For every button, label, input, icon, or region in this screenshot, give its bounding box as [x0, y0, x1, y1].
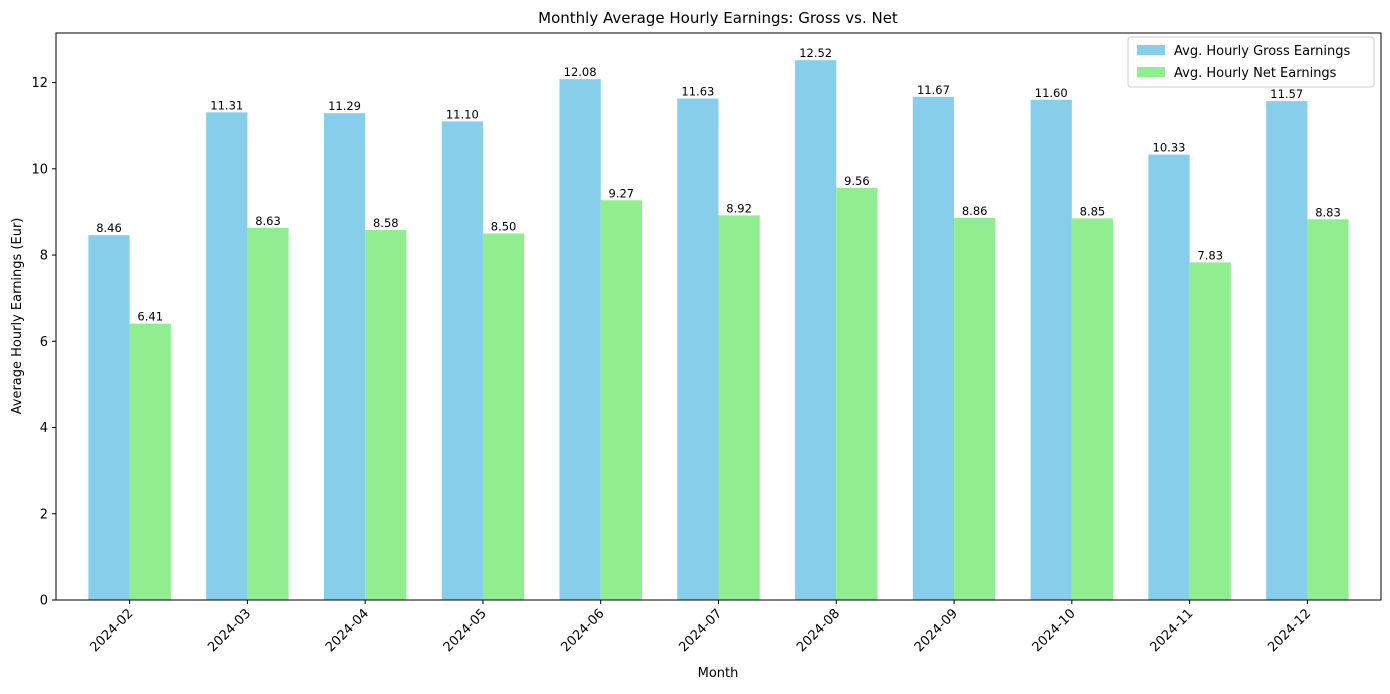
gross-bar [677, 98, 719, 600]
gross-bar [1266, 101, 1308, 600]
legend-box [1127, 36, 1375, 88]
net-bar [1307, 219, 1349, 600]
gross-bar [559, 79, 601, 600]
x-tick-label: 2024-05 [441, 606, 490, 655]
net-bar-value-label: 8.63 [255, 214, 281, 228]
x-tick-label: 2024-08 [794, 606, 843, 655]
net-bar [1189, 262, 1231, 600]
net-bar [365, 230, 407, 601]
x-tick-label: 2024-12 [1265, 606, 1314, 655]
x-tick-label: 2024-02 [87, 606, 136, 655]
x-tick-label: 2024-04 [323, 606, 372, 655]
gross-bar-value-label: 8.46 [96, 221, 122, 235]
x-tick-label: 2024-10 [1030, 606, 1079, 655]
gross-bar-value-label: 11.60 [1035, 86, 1068, 100]
gross-bar-value-label: 10.33 [1153, 141, 1186, 155]
gross-bar-value-label: 11.10 [446, 107, 479, 121]
net-bar-value-label: 8.83 [1315, 205, 1341, 219]
gross-bar [912, 96, 955, 600]
y-tick-label: 2 [40, 507, 48, 522]
legend: Avg. Hourly Gross Earnings Avg. Hourly Ne… [1127, 36, 1375, 88]
y-tick-label: 8 [40, 249, 48, 264]
net-bar-value-label: 8.86 [962, 204, 988, 218]
net-bar-value-label: 7.83 [1197, 248, 1223, 262]
gross-bar [795, 60, 837, 601]
net-bar [482, 233, 525, 600]
net-bar-value-label: 8.85 [1080, 204, 1106, 218]
net-bar [600, 200, 642, 601]
net-bar-value-label: 9.27 [609, 186, 635, 200]
gross-bar-value-label: 11.29 [328, 99, 361, 113]
y-axis-label: Average Hourly Earnings (Eur) [10, 218, 25, 415]
legend-label-gross: Avg. Hourly Gross Earnings [1174, 44, 1350, 59]
y-tick-label: 12 [31, 76, 48, 91]
y-tick-label: 4 [40, 421, 48, 436]
x-axis-label: Month [698, 666, 739, 681]
net-bar [247, 227, 289, 600]
legend-swatch-gross [1137, 45, 1165, 55]
gross-bar [1030, 99, 1072, 600]
legend-swatch-net [1137, 67, 1165, 77]
gross-bar [206, 112, 248, 600]
net-bar [836, 187, 878, 601]
y-tick-label: 10 [31, 162, 48, 177]
net-bar [129, 323, 171, 600]
gross-bar [441, 121, 483, 600]
gross-bar-value-label: 12.08 [564, 65, 597, 79]
x-tick-label: 2024-03 [205, 606, 254, 655]
net-bar [1071, 218, 1114, 600]
x-tick-label: 2024-09 [912, 606, 961, 655]
net-bar-value-label: 8.58 [373, 216, 399, 230]
gross-bar-value-label: 11.67 [917, 83, 950, 97]
y-tick-label: 6 [40, 335, 48, 350]
net-bar-value-label: 8.92 [726, 201, 752, 215]
x-tick-label: 2024-06 [559, 606, 608, 655]
gross-bar-value-label: 11.31 [210, 98, 243, 112]
gross-bar [1148, 154, 1190, 600]
gross-bar-value-label: 12.52 [799, 46, 832, 60]
x-tick-label: 2024-11 [1147, 606, 1196, 655]
gross-bar [323, 113, 366, 600]
y-tick-label: 0 [40, 594, 48, 609]
gross-bar [88, 235, 130, 600]
bars [88, 60, 1349, 601]
net-bar-value-label: 8.50 [491, 220, 517, 234]
net-bar [718, 215, 760, 600]
x-tick-label: 2024-07 [676, 606, 725, 655]
chart-title: Monthly Average Hourly Earnings: Gross v… [538, 9, 898, 27]
gross-bar-value-label: 11.63 [681, 85, 714, 99]
net-bar-value-label: 9.56 [844, 174, 870, 188]
net-bar [954, 217, 996, 601]
net-bar-value-label: 6.41 [137, 310, 163, 324]
gross-bar-value-label: 11.57 [1270, 87, 1303, 101]
bar-value-labels: 8.46 11.31 11.29 11.10 12.08 11.63 12.52 11.67 1… [96, 46, 1341, 323]
legend-label-net: Avg. Hourly Net Earnings [1174, 66, 1337, 81]
